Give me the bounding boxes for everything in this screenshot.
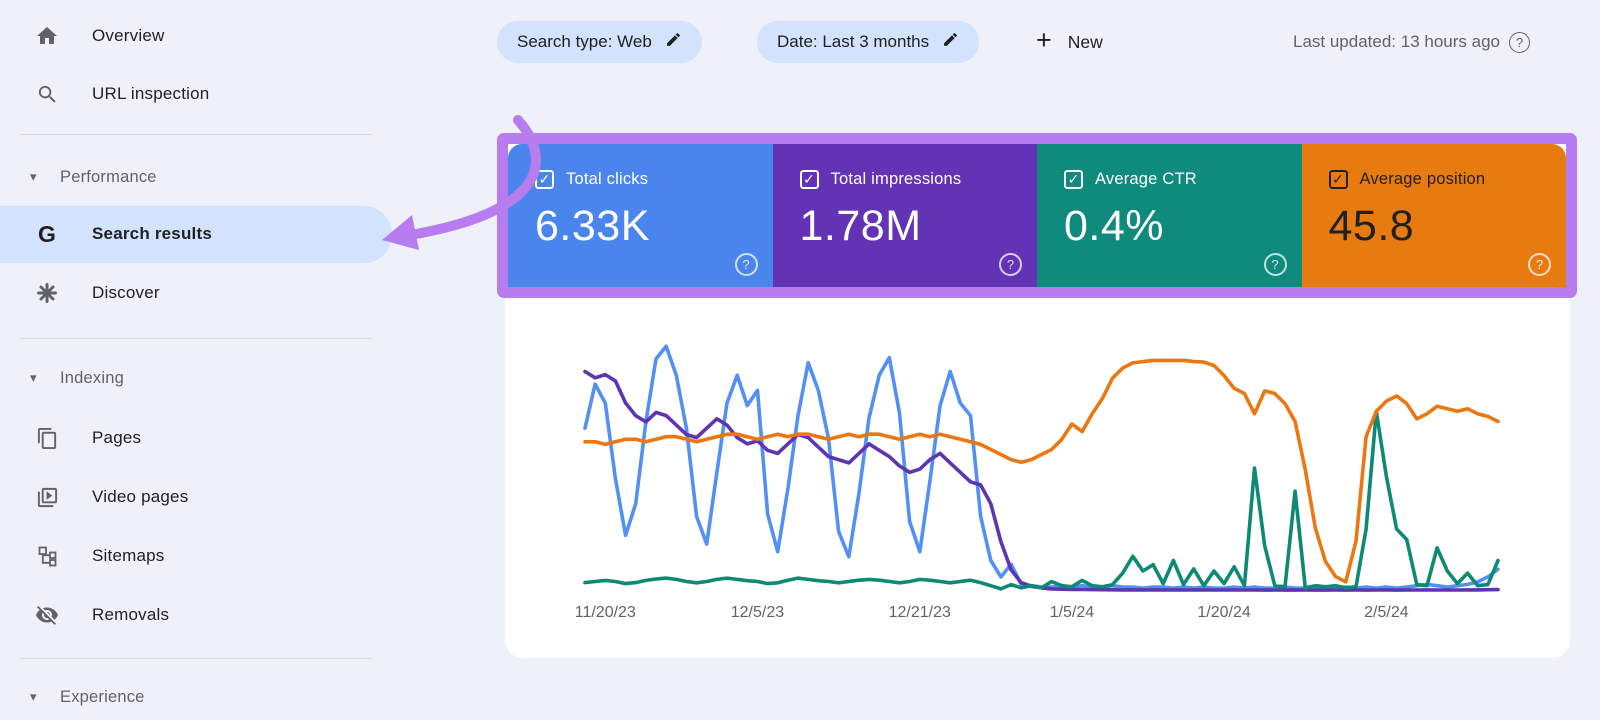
sidebar-item-label: URL inspection — [92, 84, 210, 103]
sidebar-item-label: Overview — [92, 26, 165, 45]
checkbox-checked-icon[interactable]: ✓ — [535, 170, 554, 189]
sidebar-item-discover[interactable]: Discover — [0, 271, 470, 315]
x-axis-tick-label: 12/21/23 — [889, 604, 951, 621]
selected-item-highlight — [0, 206, 392, 263]
sitemaps-icon — [34, 543, 60, 569]
performance-line-chart[interactable]: 11/20/23 12/5/23 12/21/23 1/5/24 1/20/24 2/5/… — [505, 290, 1570, 640]
chevron-down-icon: ▾ — [30, 169, 37, 184]
sidebar-section-label: Indexing — [60, 368, 124, 387]
plus-icon: + — [1036, 25, 1052, 55]
new-button-label: New — [1067, 31, 1103, 52]
metric-label: Average CTR — [1095, 170, 1197, 188]
help-icon[interactable]: ? — [734, 253, 758, 276]
x-axis-tick-label: 1/20/24 — [1197, 604, 1250, 621]
sidebar-item-removals[interactable]: Removals — [0, 593, 470, 637]
sidebar-item-label: Video pages — [92, 487, 189, 506]
sidebar-item-search-results[interactable]: G Search results — [0, 212, 470, 256]
metric-value: 0.4% — [1064, 202, 1165, 250]
pencil-icon — [665, 31, 682, 53]
metric-value: 1.78M — [799, 202, 922, 250]
search-icon — [34, 81, 60, 107]
x-axis-tick-label: 12/5/23 — [731, 604, 784, 621]
video-pages-icon — [34, 484, 60, 510]
series-average-position — [583, 358, 1500, 584]
sidebar-item-url-inspection[interactable]: URL inspection — [0, 72, 470, 116]
sidebar-section-label: Performance — [60, 167, 157, 186]
search-type-chip-label: Search type: Web — [517, 32, 652, 51]
metric-value: 6.33K — [535, 202, 650, 250]
metric-tile-average-ctr[interactable]: ✓ Average CTR 0.4% ? — [1037, 144, 1302, 287]
sidebar-divider — [20, 658, 372, 659]
last-updated: Last updated: 13 hours ago ? — [1230, 21, 1530, 63]
sidebar-section-label: Experience — [60, 687, 145, 706]
checkbox-checked-icon[interactable]: ✓ — [1328, 170, 1348, 189]
checkbox-checked-icon[interactable]: ✓ — [799, 170, 819, 189]
new-filter-button[interactable]: + New — [1036, 21, 1103, 63]
sidebar-item-label: Removals — [92, 605, 170, 624]
metric-label: Average position — [1359, 170, 1486, 188]
metric-tile-total-impressions[interactable]: ✓ Total impressions 1.78M ? — [772, 144, 1037, 287]
chevron-down-icon: ▾ — [30, 689, 37, 704]
last-updated-text: Last updated: 13 hours ago — [1293, 32, 1500, 51]
sidebar-item-label: Discover — [92, 283, 160, 302]
help-icon[interactable]: ? — [1528, 253, 1551, 276]
sidebar-divider — [20, 134, 372, 135]
series-average-ctr — [583, 409, 1500, 591]
sidebar-item-overview[interactable]: Overview — [0, 14, 470, 58]
sidebar-section-indexing[interactable]: ▾ Indexing — [0, 356, 470, 400]
checkbox-checked-icon[interactable]: ✓ — [1064, 170, 1083, 189]
google-g-icon: G — [38, 220, 56, 247]
performance-report-card: ✓ Total clicks 6.33K ? ✓ Total impressio… — [505, 140, 1570, 658]
date-range-chip-label: Date: Last 3 months — [777, 32, 930, 51]
sidebar-item-video-pages[interactable]: Video pages — [0, 475, 470, 519]
date-range-chip[interactable]: Date: Last 3 months — [757, 21, 980, 63]
chevron-down-icon: ▾ — [30, 370, 37, 385]
sidebar-divider — [20, 338, 372, 339]
sidebar-item-pages[interactable]: Pages — [0, 416, 470, 460]
x-axis-tick-label: 11/20/23 — [575, 604, 636, 621]
home-icon — [34, 23, 60, 49]
sidebar-item-label: Sitemaps — [92, 546, 165, 565]
discover-icon — [34, 280, 60, 306]
help-icon[interactable]: ? — [1509, 31, 1530, 53]
sidebar-section-performance[interactable]: ▾ Performance — [0, 155, 470, 199]
x-axis-tick-label: 1/5/24 — [1050, 604, 1095, 621]
metric-tiles-row: ✓ Total clicks 6.33K ? ✓ Total impressio… — [508, 144, 1566, 287]
sidebar-item-sitemaps[interactable]: Sitemaps — [0, 534, 470, 578]
search-type-chip[interactable]: Search type: Web — [497, 21, 702, 63]
sidebar-item-label: Search results — [92, 224, 212, 243]
metric-value: 45.8 — [1328, 202, 1415, 250]
metric-label: Total impressions — [830, 170, 962, 188]
metric-tile-total-clicks[interactable]: ✓ Total clicks 6.33K ? — [508, 144, 773, 287]
pencil-icon — [942, 31, 959, 53]
removals-icon — [34, 602, 60, 628]
metric-label: Total clicks — [566, 170, 649, 188]
help-icon[interactable]: ? — [1263, 253, 1287, 276]
sidebar-section-experience[interactable]: ▾ Experience — [0, 675, 470, 719]
pages-icon — [34, 425, 60, 451]
x-axis-tick-label: 2/5/24 — [1364, 604, 1409, 621]
help-icon[interactable]: ? — [999, 253, 1022, 276]
metric-tile-average-position[interactable]: ✓ Average position 45.8 ? — [1301, 144, 1566, 287]
sidebar-item-label: Pages — [92, 428, 142, 447]
